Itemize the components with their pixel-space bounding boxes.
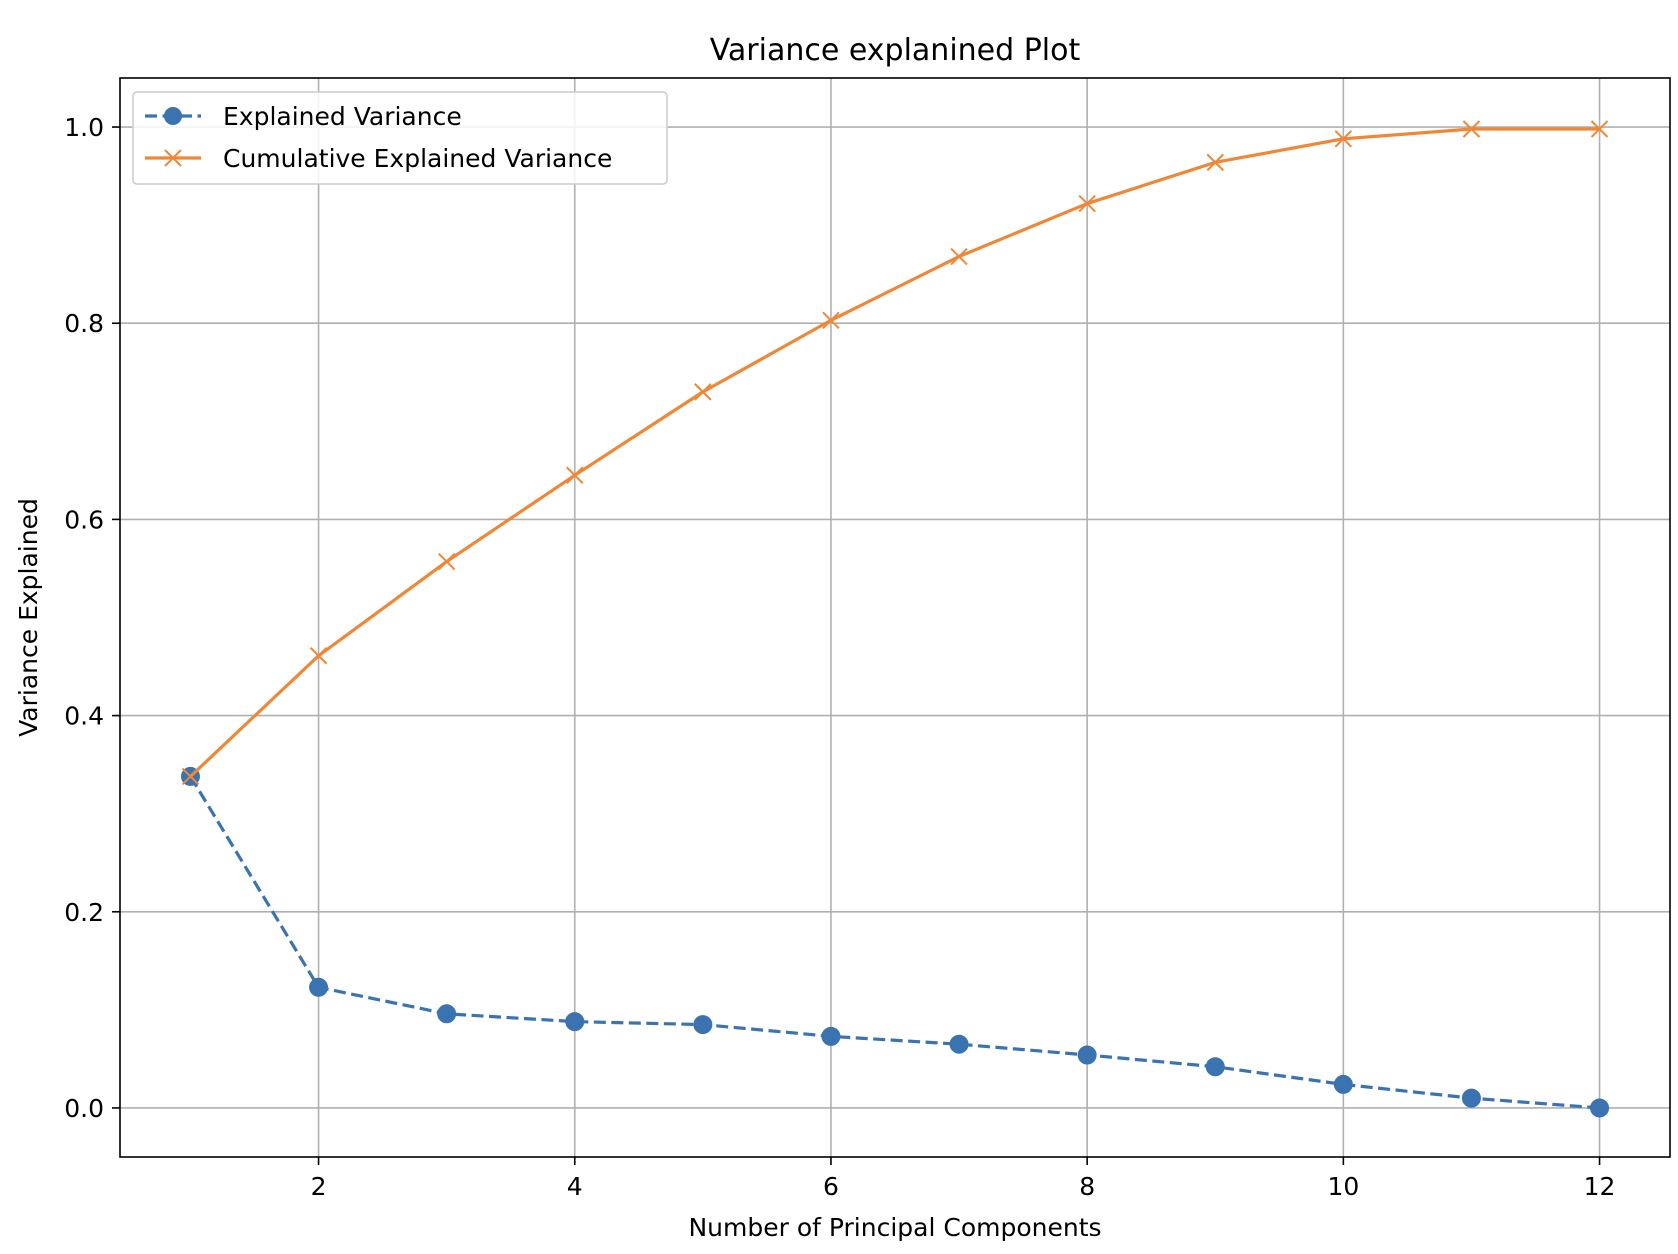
data-point [693, 1015, 713, 1035]
legend-marker-explained-variance [164, 107, 182, 125]
data-point [566, 466, 584, 484]
x-tick-label: 12 [1584, 1172, 1616, 1201]
data-point [309, 977, 329, 997]
x-tick-label: 4 [567, 1172, 583, 1201]
data-point [437, 1004, 457, 1024]
data-point [437, 552, 456, 571]
data-point [1461, 1088, 1481, 1108]
data-point [821, 1026, 841, 1046]
data-point [1205, 1057, 1225, 1077]
legend-label-explained-variance: Explained Variance [223, 102, 462, 131]
y-tick-label: 0.8 [64, 309, 104, 338]
legend: Explained Variance Cumulative Explained … [132, 91, 668, 185]
x-tick-label: 10 [1327, 1172, 1359, 1201]
plot-frame [119, 77, 1671, 1158]
data-point [822, 311, 840, 329]
data-point [309, 647, 328, 665]
data-point [181, 767, 200, 786]
series-layer [180, 120, 1610, 1118]
data-point [1333, 1074, 1353, 1094]
data-point [1077, 1045, 1097, 1065]
x-tick-label: 2 [311, 1172, 327, 1201]
chart-title: Variance explanined Plot [710, 33, 1081, 68]
data-point [950, 247, 968, 266]
y-tick-label: 0.0 [64, 1094, 104, 1123]
y-tick-label: 0.2 [64, 898, 104, 927]
series-line [189, 127, 1600, 778]
data-point [1590, 1098, 1610, 1118]
series-cumulative-explained-variance [181, 120, 1609, 786]
y-axis-title: Variance Explained [14, 498, 43, 737]
legend-marker-cumulative-explained-variance [164, 149, 182, 167]
data-point [949, 1034, 969, 1054]
y-tick-label: 0.6 [64, 505, 104, 534]
series-line [189, 775, 1600, 1110]
data-point [1462, 120, 1481, 138]
y-axis-ticks: 0.0 0.2 0.4 0.6 0.8 1.0 [64, 113, 120, 1123]
x-axis-ticks: 2 4 6 8 10 12 [311, 1157, 1616, 1201]
x-axis-title: Number of Principal Components [688, 1213, 1101, 1242]
legend-label-cumulative-explained-variance: Cumulative Explained Variance [223, 144, 612, 173]
data-point [1078, 194, 1096, 213]
data-point [1590, 120, 1609, 138]
data-point [694, 383, 712, 401]
data-point [1206, 153, 1224, 172]
legend-box [132, 91, 668, 185]
data-point [565, 1012, 585, 1032]
y-tick-label: 1.0 [64, 113, 104, 142]
y-tick-label: 0.4 [64, 702, 104, 731]
x-tick-label: 6 [823, 1172, 839, 1201]
x-tick-label: 8 [1079, 1172, 1095, 1201]
data-point [1334, 130, 1353, 148]
